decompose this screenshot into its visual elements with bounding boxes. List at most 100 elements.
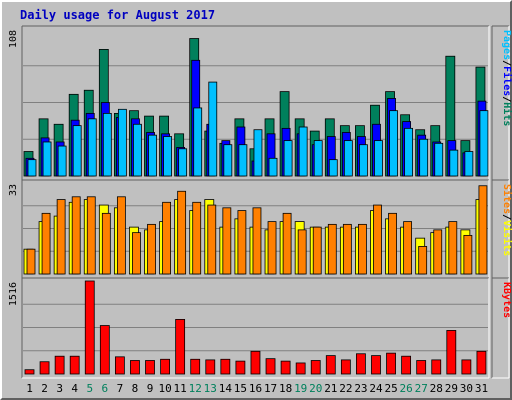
pages-bar-20 (313, 140, 323, 177)
kbytes-bar-29 (446, 330, 457, 375)
kbytes-panel-ymax-label: 1516 (8, 282, 19, 306)
day-label-28: 28 (430, 382, 443, 395)
sites-bar-6 (101, 212, 111, 275)
sites-bar-11 (177, 190, 187, 275)
day-label-29: 29 (445, 382, 458, 395)
visits-panel-legend: Sites/Visits (501, 184, 512, 256)
sites-bar-21 (327, 223, 337, 275)
sites-bar-3 (56, 199, 66, 275)
kbytes-bar-23 (356, 353, 366, 375)
pages-bar-4 (72, 125, 82, 177)
sites-bar-26 (403, 221, 413, 275)
day-label-3: 3 (56, 382, 63, 395)
pages-bar-15 (238, 144, 248, 177)
pages-bar-17 (268, 157, 278, 177)
day-label-15: 15 (234, 382, 247, 395)
kbytes-bar-11 (175, 319, 186, 375)
sites-bar-20 (312, 226, 322, 275)
pages-bar-24 (374, 140, 383, 177)
kbytes-bar-15 (235, 360, 246, 375)
kbytes-bar-10 (160, 358, 170, 375)
day-label-19: 19 (294, 382, 307, 395)
sites-bar-13 (207, 204, 217, 275)
chart-title: Daily usage for August 2017 (20, 8, 215, 22)
day-label-6: 6 (102, 382, 109, 395)
sites-bar-14 (222, 207, 232, 275)
sites-bar-16 (252, 207, 262, 275)
kbytes-bar-16 (250, 350, 261, 375)
kbytes-bar-4 (69, 355, 80, 375)
day-label-14: 14 (219, 382, 233, 395)
kbytes-bar-6 (99, 325, 110, 375)
day-label-21: 21 (324, 382, 337, 395)
sites-bar-23 (358, 223, 367, 275)
sites-bar-31 (478, 185, 488, 275)
hits-panel-legend-area (492, 26, 509, 180)
day-label-30: 30 (460, 382, 473, 395)
kbytes-bar-21 (325, 355, 336, 375)
kbytes-bar-8 (130, 360, 140, 375)
kbytes-bar-13 (205, 359, 216, 375)
pages-bar-1 (27, 159, 37, 177)
sites-bar-22 (342, 223, 352, 275)
pages-bar-22 (343, 140, 353, 177)
sites-bar-15 (237, 210, 247, 275)
pages-bar-14 (223, 144, 233, 177)
kbytes-bar-28 (431, 359, 442, 375)
day-label-26: 26 (400, 382, 413, 395)
kbytes-bar-26 (401, 355, 412, 375)
pages-bar-29 (449, 149, 459, 177)
day-label-16: 16 (249, 382, 262, 395)
sites-bar-17 (267, 221, 277, 275)
pages-bar-2 (42, 141, 52, 177)
pages-bar-5 (87, 118, 97, 177)
kbytes-bar-17 (265, 358, 276, 375)
day-label-8: 8 (132, 382, 139, 395)
legend-pages: Pages (501, 30, 512, 60)
legend-hits: Hits (501, 102, 512, 126)
hits-panel-legend-separator: / (501, 60, 512, 66)
legend-kbytes: KBytes (501, 282, 512, 318)
pages-bar-18 (283, 140, 293, 177)
pages-bar-9 (148, 134, 157, 177)
kbytes-bar-7 (114, 356, 125, 375)
kbytes-bar-27 (416, 360, 427, 375)
day-label-23: 23 (354, 382, 367, 395)
day-label-10: 10 (158, 382, 171, 395)
sites-bar-27 (418, 246, 428, 275)
sites-bar-29 (448, 221, 458, 275)
day-label-5: 5 (86, 382, 93, 395)
pages-bar-7 (117, 108, 127, 177)
pages-bar-25 (389, 110, 398, 177)
pages-bar-10 (163, 136, 172, 177)
sites-bar-2 (41, 212, 51, 275)
kbytes-bar-25 (386, 352, 396, 375)
visits-panel-legend-area (492, 180, 509, 278)
sites-bar-19 (297, 229, 307, 275)
pages-bar-3 (57, 145, 67, 177)
day-label-4: 4 (71, 382, 78, 395)
kbytes-bar-22 (340, 359, 351, 375)
kbytes-bar-24 (371, 355, 381, 375)
day-label-13: 13 (204, 382, 217, 395)
day-label-24: 24 (369, 382, 383, 395)
kbytes-bar-20 (310, 360, 321, 375)
sites-bar-1 (26, 248, 36, 275)
visits-panel-legend-separator: / (501, 214, 512, 220)
legend-visits: Visits (501, 220, 512, 256)
hits-panel-legend-separator: / (501, 96, 512, 102)
visits-panel-ymax-label: 33 (8, 184, 19, 196)
kbytes-bar-9 (145, 360, 155, 375)
day-label-12: 12 (189, 382, 202, 395)
legend-files: Files (501, 66, 512, 96)
kbytes-bar-5 (84, 280, 95, 375)
day-label-25: 25 (384, 382, 397, 395)
sites-bar-10 (162, 201, 171, 275)
pages-bar-26 (404, 127, 414, 177)
day-label-17: 17 (264, 382, 277, 395)
pages-bar-23 (359, 144, 368, 177)
kbytes-panel-legend-area (492, 278, 509, 378)
sites-bar-8 (132, 232, 141, 275)
sites-bar-7 (116, 196, 126, 275)
